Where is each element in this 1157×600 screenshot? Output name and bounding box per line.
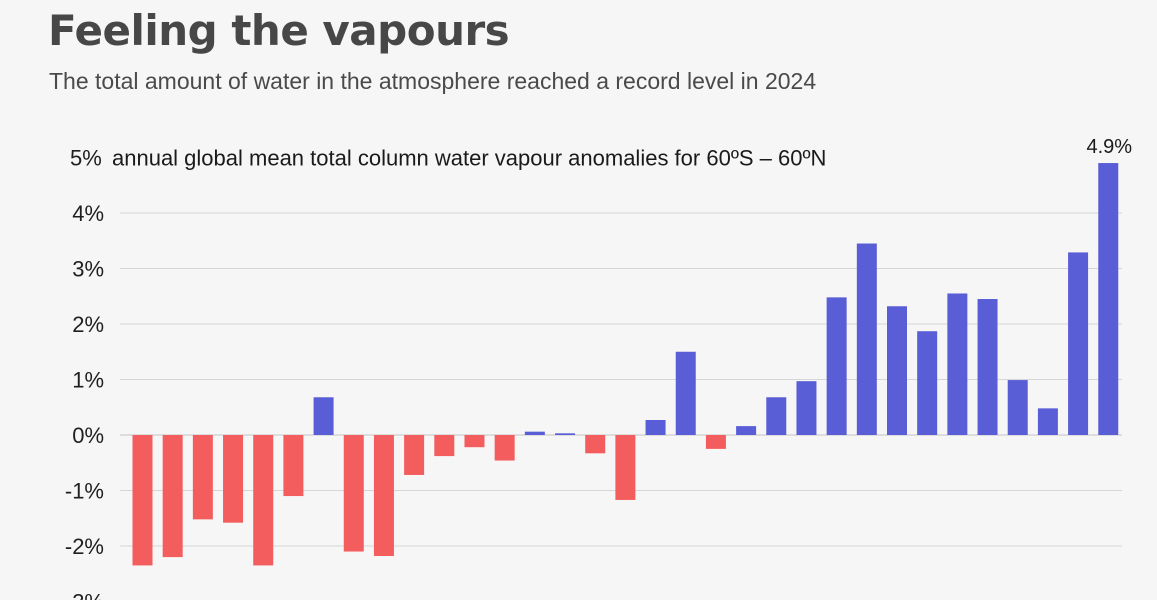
bar — [947, 293, 968, 435]
bar — [1068, 252, 1089, 435]
chart-bars — [132, 163, 1119, 566]
bar — [826, 297, 847, 435]
bar — [524, 431, 545, 435]
y-tick-label: 0% — [72, 423, 104, 448]
bar — [404, 435, 425, 475]
y-tick-label: 2% — [72, 312, 104, 337]
page-subtitle: The total amount of water in the atmosph… — [49, 68, 817, 94]
bar — [796, 381, 817, 435]
y-tick-label: 3% — [72, 257, 104, 282]
bar — [977, 299, 998, 435]
bar — [162, 435, 183, 558]
bar — [917, 331, 938, 435]
bar — [343, 435, 364, 552]
bar — [555, 433, 576, 435]
bar — [736, 426, 757, 435]
bar — [645, 420, 666, 435]
y-axis-ticks: 5% 4% 3% 2% 1% 0% -1% -2% -3% — [65, 146, 104, 600]
bar — [494, 435, 515, 461]
y-tick-label: 5% — [70, 146, 102, 171]
bar — [283, 435, 304, 497]
y-tick-label: 1% — [72, 368, 104, 393]
bar — [253, 435, 274, 566]
bar — [464, 435, 485, 448]
y-tick-label: -2% — [65, 534, 104, 559]
bar — [434, 435, 455, 457]
bar — [132, 435, 153, 566]
page-title: Feeling the vapours — [48, 6, 510, 55]
bar — [373, 435, 394, 556]
bar — [1037, 408, 1058, 435]
bar — [313, 397, 334, 435]
y-tick-label: -1% — [65, 479, 104, 504]
bar — [1098, 163, 1119, 436]
bar — [585, 435, 606, 454]
bar-value-label: 4.9% — [1086, 136, 1132, 158]
chart-labels: annual global mean total column water va… — [112, 136, 1132, 170]
y-tick-label: -3% — [65, 590, 104, 600]
chart-title: annual global mean total column water va… — [112, 146, 826, 171]
bar — [1007, 380, 1028, 435]
bar — [856, 243, 877, 435]
bar — [887, 306, 907, 435]
bar — [192, 435, 213, 520]
bar — [675, 351, 696, 435]
bar — [766, 397, 787, 435]
bar — [223, 435, 244, 523]
bar — [705, 435, 726, 449]
y-tick-label: 4% — [72, 201, 104, 226]
bar — [615, 435, 636, 500]
